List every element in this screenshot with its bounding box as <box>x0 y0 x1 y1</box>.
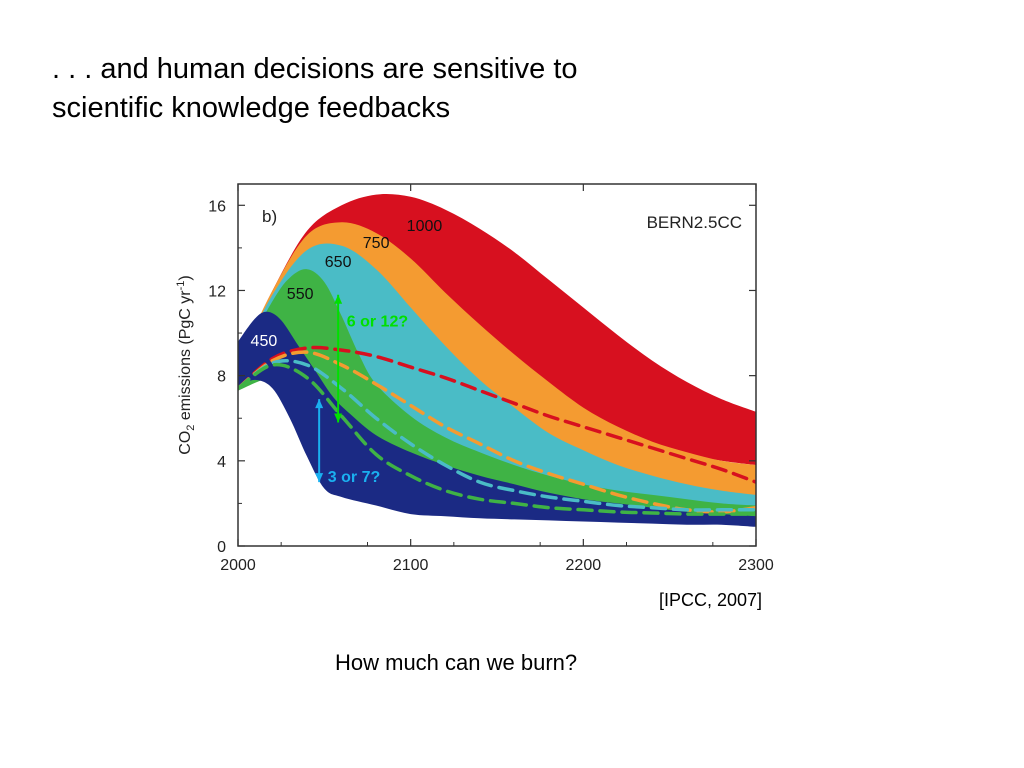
panel-label: b) <box>262 207 277 226</box>
emission-bands <box>238 193 756 527</box>
dashed-line-4 <box>238 362 756 516</box>
y-axis-label-sub: 2 <box>185 425 197 431</box>
y-tick-label: 16 <box>208 198 226 215</box>
annotation-label-2: 3 or 7? <box>328 469 380 486</box>
y-tick-label: 8 <box>217 369 226 386</box>
dashed-line-2 <box>238 350 756 514</box>
x-tick-label: 2000 <box>220 557 256 574</box>
dashed-lines <box>238 345 756 516</box>
band-label-1000: 1000 <box>407 218 443 235</box>
y-axis-label-sup: -1 <box>175 281 187 291</box>
slide-title: . . . and human decisions are sensitive … <box>52 50 772 128</box>
slide-title-line-1: . . . and human decisions are sensitive … <box>52 53 578 85</box>
plot-frame <box>237 183 757 547</box>
arrowhead-down <box>334 413 343 423</box>
y-axis-label-rest: emissions (PgC yr <box>177 290 194 425</box>
axes: 2000 2100 2200 2300 0 4 8 12 16 <box>208 184 774 574</box>
dashed-line-1 <box>238 345 756 484</box>
emissions-chart: 2000 2100 2200 2300 0 4 8 12 16 1000 750 650 550 450… <box>175 183 774 574</box>
y-tick-label: 4 <box>217 454 226 471</box>
y-axis-label: CO2 emissions (PgC yr-1) <box>175 275 197 454</box>
y-tick-label: 12 <box>208 283 226 300</box>
slide-title-line-2: scientific knowledge feedbacks <box>52 92 451 124</box>
band-450 <box>238 311 756 527</box>
band-label-750: 750 <box>363 235 390 252</box>
arrowhead-up <box>334 294 343 304</box>
band-label-450: 450 <box>251 333 278 350</box>
arrowhead-up <box>315 399 324 409</box>
band-650 <box>238 243 756 519</box>
y-axis-label-end: ) <box>177 275 194 280</box>
model-label: BERN2.5CC <box>647 213 742 232</box>
y-axis-label-main: CO <box>177 431 194 455</box>
band-label-550: 550 <box>287 286 314 303</box>
x-tick-label: 2300 <box>738 557 774 574</box>
dashed-line-3 <box>238 358 756 512</box>
y-tick-label: 0 <box>217 539 226 556</box>
annotation-label-1: 6 or 12? <box>347 314 408 331</box>
annotations: 6 or 12? 3 or 7? <box>315 294 408 486</box>
question-text: How much can we burn? <box>335 650 578 675</box>
x-tick-label: 2100 <box>393 557 429 574</box>
band-label-650: 650 <box>325 254 352 271</box>
band-labels: 1000 750 650 550 450 <box>251 218 443 350</box>
x-tick-label: 2200 <box>566 557 602 574</box>
citation: [IPCC, 2007] <box>658 590 762 610</box>
arrowhead-down <box>315 473 324 483</box>
